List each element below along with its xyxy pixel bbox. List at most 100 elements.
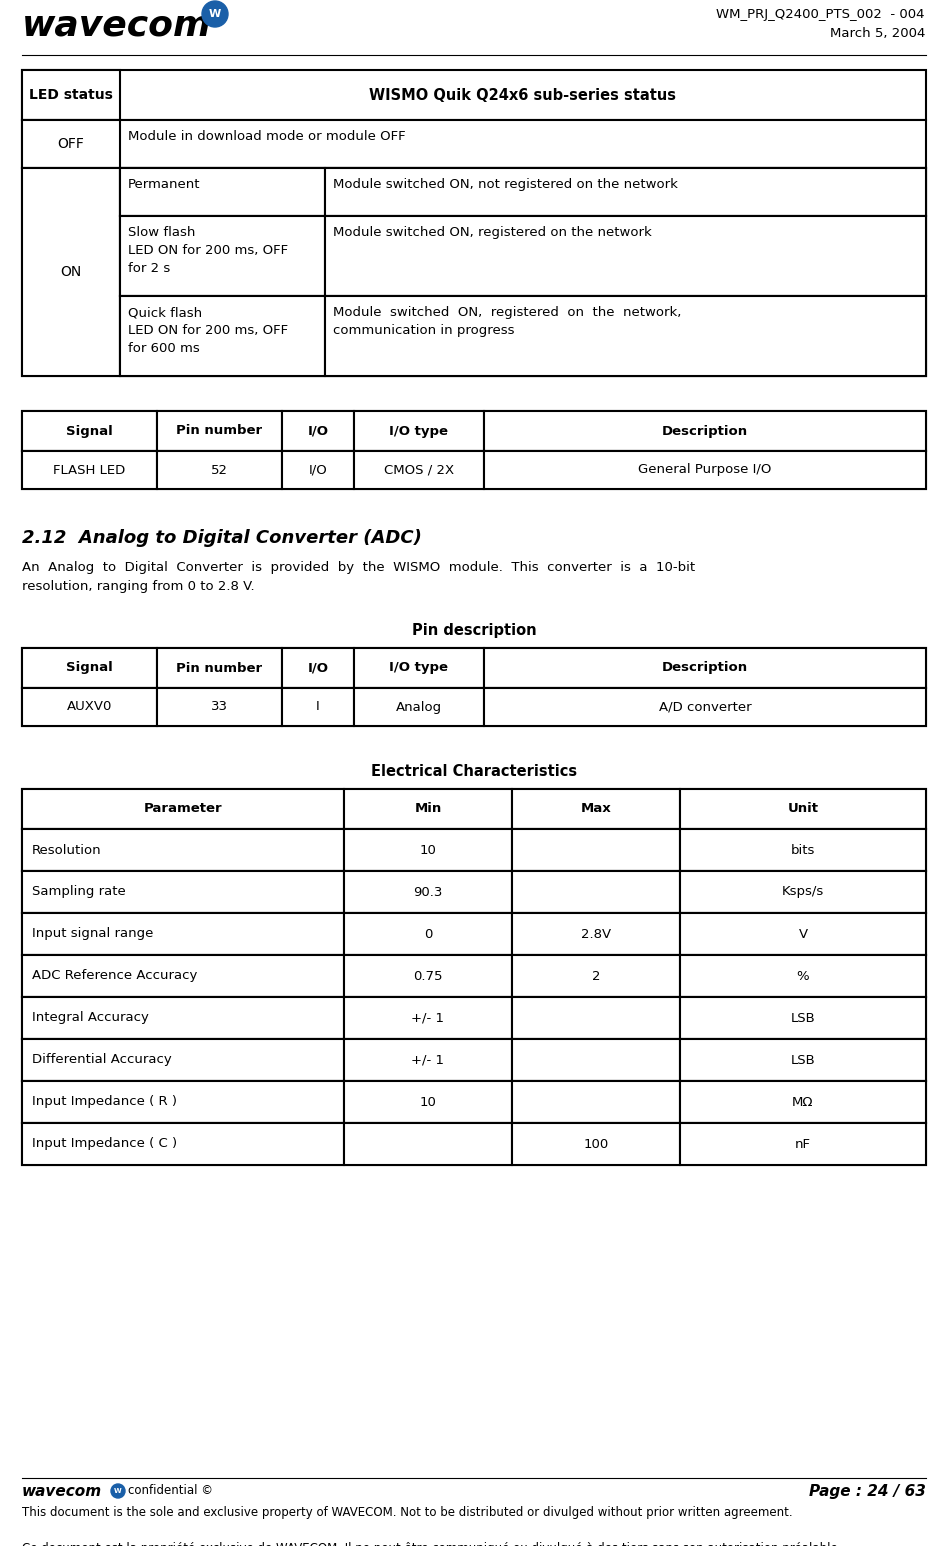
Bar [22,955,926,997]
Bar [484,688,926,727]
Bar [354,411,484,451]
Bar [22,1039,344,1081]
Text: Description: Description [662,662,748,674]
Text: Parameter: Parameter [144,802,223,815]
Bar [512,955,680,997]
Bar [120,169,926,216]
Text: Analog: Analog [396,700,442,714]
Circle shape [111,1484,125,1498]
Text: 52: 52 [211,464,228,476]
Bar [680,1081,926,1122]
Text: AUXV0: AUXV0 [66,700,112,714]
Bar [282,648,354,688]
Text: Differential Accuracy: Differential Accuracy [32,1053,172,1067]
Text: Pin number: Pin number [176,425,263,438]
Text: +/- 1: +/- 1 [411,1011,445,1025]
Bar [512,1039,680,1081]
Bar [344,829,512,870]
Text: Quick flash
LED ON for 200 ms, OFF
for 600 ms: Quick flash LED ON for 200 ms, OFF for 6… [128,306,288,356]
Bar [120,216,926,295]
Text: Page : 24 / 63: Page : 24 / 63 [810,1484,926,1500]
Bar [512,1081,680,1122]
Text: Integral Accuracy: Integral Accuracy [32,1011,149,1025]
Bar [22,451,926,489]
Bar [344,955,512,997]
Bar [512,829,680,870]
Bar [344,1122,512,1166]
Bar [157,411,282,451]
Text: Min: Min [414,802,442,815]
Text: W: W [209,9,221,19]
Bar [120,216,325,295]
Text: 2.8V: 2.8V [581,928,611,940]
Bar [282,688,354,727]
Bar [484,411,926,451]
Text: 0: 0 [424,928,432,940]
Text: nF: nF [795,1138,811,1150]
Text: Slow flash
LED ON for 200 ms, OFF
for 2 s: Slow flash LED ON for 200 ms, OFF for 2 … [128,226,288,275]
Text: LSB: LSB [791,1011,815,1025]
Text: Permanent: Permanent [128,178,200,192]
Bar [22,997,344,1039]
Bar [22,870,926,914]
Bar [22,70,120,121]
Bar [22,121,926,169]
Bar [344,997,512,1039]
Bar [354,688,484,727]
Bar [22,1081,344,1122]
Bar [22,411,157,451]
Bar [22,914,926,955]
Text: Pin description: Pin description [411,623,537,638]
Bar [22,648,157,688]
Text: confidential ©: confidential © [128,1484,213,1497]
Text: wavecom: wavecom [22,8,211,42]
Text: Module  switched  ON,  registered  on  the  network,
communication in progress: Module switched ON, registered on the ne… [333,306,682,337]
Text: Module switched ON, registered on the network: Module switched ON, registered on the ne… [333,226,651,240]
Text: Ce document est la propriété exclusive de WAVECOM. Il ne peut être communiqué ou: Ce document est la propriété exclusive d… [22,1541,842,1546]
Bar [282,411,354,451]
Bar [680,870,926,914]
Text: %: % [796,969,810,983]
Text: A/D converter: A/D converter [659,700,752,714]
Bar [344,870,512,914]
Text: I/O: I/O [307,662,329,674]
Bar [512,1122,680,1166]
Bar [680,1039,926,1081]
Text: CMOS / 2X: CMOS / 2X [384,464,454,476]
Text: Module switched ON, not registered on the network: Module switched ON, not registered on th… [333,178,678,192]
Bar [680,955,926,997]
Text: Pin number: Pin number [176,662,263,674]
Text: LED status: LED status [29,88,113,102]
Bar [22,829,926,870]
Text: I/O type: I/O type [390,662,448,674]
Bar [22,70,926,121]
Text: LSB: LSB [791,1053,815,1067]
Bar [22,1039,926,1081]
Bar [22,121,120,169]
Bar [22,1122,344,1166]
Bar [512,914,680,955]
Text: I/O: I/O [309,464,327,476]
Text: Signal: Signal [66,662,113,674]
Bar [344,788,512,829]
Bar [120,295,325,376]
Bar [22,829,344,870]
Bar [325,169,926,216]
Bar [22,997,926,1039]
Bar [512,997,680,1039]
Circle shape [202,2,228,26]
Text: This document is the sole and exclusive property of WAVECOM. Not to be distribut: This document is the sole and exclusive … [22,1506,793,1520]
Text: WISMO Quik Q24x6 sub-series status: WISMO Quik Q24x6 sub-series status [370,88,677,102]
Bar [344,1039,512,1081]
Bar [22,914,344,955]
Text: ON: ON [61,264,82,278]
Text: OFF: OFF [58,138,84,152]
Text: Sampling rate: Sampling rate [32,886,126,898]
Text: Max: Max [580,802,611,815]
Text: Signal: Signal [66,425,113,438]
Text: Input Impedance ( R ): Input Impedance ( R ) [32,1096,177,1108]
Text: FLASH LED: FLASH LED [53,464,126,476]
Bar [22,1122,926,1166]
Bar [120,295,926,376]
Text: +/- 1: +/- 1 [411,1053,445,1067]
